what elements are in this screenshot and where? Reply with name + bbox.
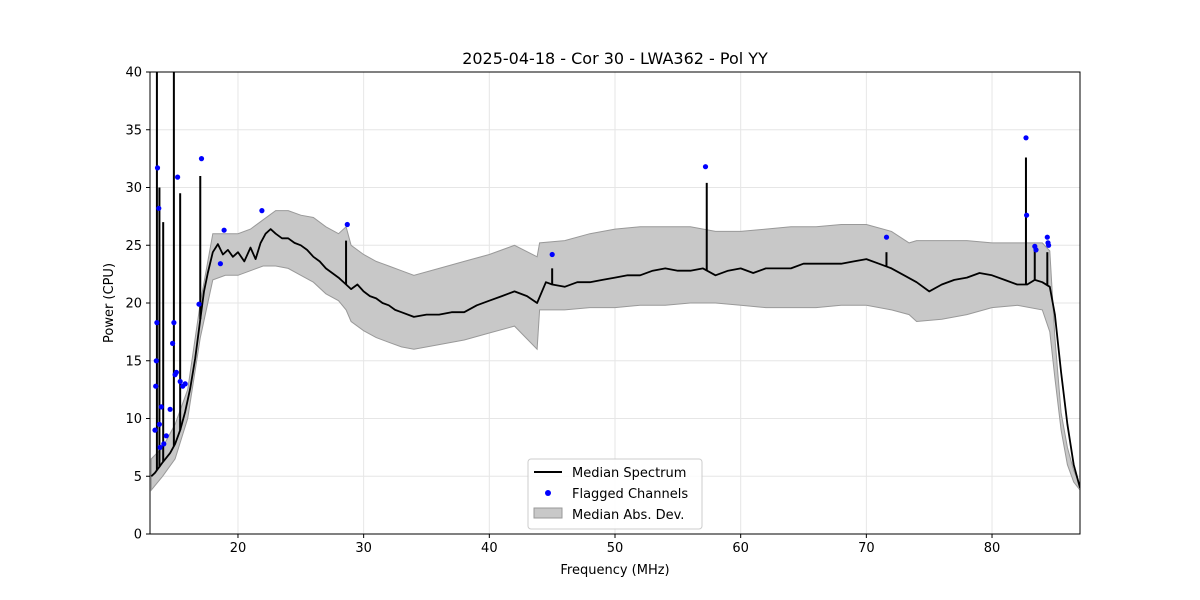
flagged-channel-point (153, 358, 159, 364)
median-spectrum-line (150, 228, 1080, 489)
flagged-channel-point (1033, 247, 1039, 253)
flagged-channel-point (182, 381, 188, 387)
legend-mad-label: Median Abs. Dev. (572, 508, 684, 523)
flagged-channel-point (177, 378, 183, 385)
x-tick-label: 30 (355, 541, 372, 556)
legend-median-label: Median Spectrum (572, 466, 686, 481)
legend-box (527, 458, 703, 530)
flagged-channel-point (161, 441, 167, 447)
flagged-channel-point (1024, 212, 1030, 218)
flagged-channel-point (156, 205, 162, 211)
flagged-channel-point (157, 444, 163, 450)
flagged-channel-point (883, 234, 890, 240)
flagged-channel-point (153, 383, 159, 389)
y-tick-label: 0 (134, 528, 142, 543)
legend-flagged-label: Flagged Channels (572, 487, 688, 502)
flagged-channel-point (1044, 234, 1050, 240)
x-tick-label: 60 (732, 541, 749, 556)
flagged-channel-point (1046, 242, 1052, 248)
y-tick-label: 30 (125, 181, 142, 196)
flagged-channel-point (156, 421, 162, 427)
x-tick-label: 20 (230, 541, 247, 556)
x-axis-label: Frequency (MHz) (560, 563, 669, 578)
flagged-channel-point (702, 164, 709, 170)
flagged-channel-point (549, 251, 555, 258)
y-axis-label: Power (CPU) (102, 263, 117, 343)
x-tick-label: 50 (607, 541, 624, 556)
y-tick-label: 25 (125, 239, 142, 254)
y-tick-label: 15 (125, 354, 142, 369)
y-tick-label: 35 (125, 123, 142, 138)
chart-title: 2025-04-18 - Cor 30 - LWA362 - Pol YY (462, 49, 768, 68)
flagged-channel-point (196, 301, 202, 307)
flagged-channel-point (158, 404, 164, 410)
flagged-channel-point (163, 433, 169, 439)
legend-flagged-marker (545, 490, 551, 496)
flagged-channel-point (198, 156, 205, 162)
x-tick-label: 70 (858, 541, 875, 556)
y-tick-label: 20 (125, 297, 142, 312)
x-tick-label: 80 (984, 541, 1001, 556)
flagged-channel-point (259, 208, 265, 214)
flagged-channel-point (217, 261, 223, 267)
legend: Median Spectrum Flagged Channels Median … (527, 458, 703, 530)
flagged-channel-point (173, 369, 179, 375)
x-axis: 20 30 40 50 60 70 80 (230, 534, 1001, 556)
flagged-channel-point (167, 406, 173, 412)
flagged-channel-point (175, 174, 181, 180)
flagged-channel-point (154, 165, 161, 171)
mad-band (150, 210, 1080, 492)
x-tick-label: 40 (481, 541, 498, 556)
flagged-channel-point (170, 340, 176, 346)
y-axis: 0 5 10 15 20 25 30 35 40 (125, 66, 150, 543)
legend-mad-patch (533, 507, 563, 519)
flagged-channel-point (221, 227, 227, 233)
y-tick-label: 5 (134, 470, 142, 485)
flagged-channel-point (1023, 135, 1029, 141)
y-tick-label: 40 (125, 66, 142, 81)
flagged-channel-point (344, 221, 350, 228)
plot-content (150, 72, 1080, 492)
flagged-channel-point (152, 427, 158, 433)
flagged-channel-point (154, 320, 160, 326)
flagged-channel-point (171, 320, 177, 326)
y-tick-label: 10 (125, 412, 142, 427)
